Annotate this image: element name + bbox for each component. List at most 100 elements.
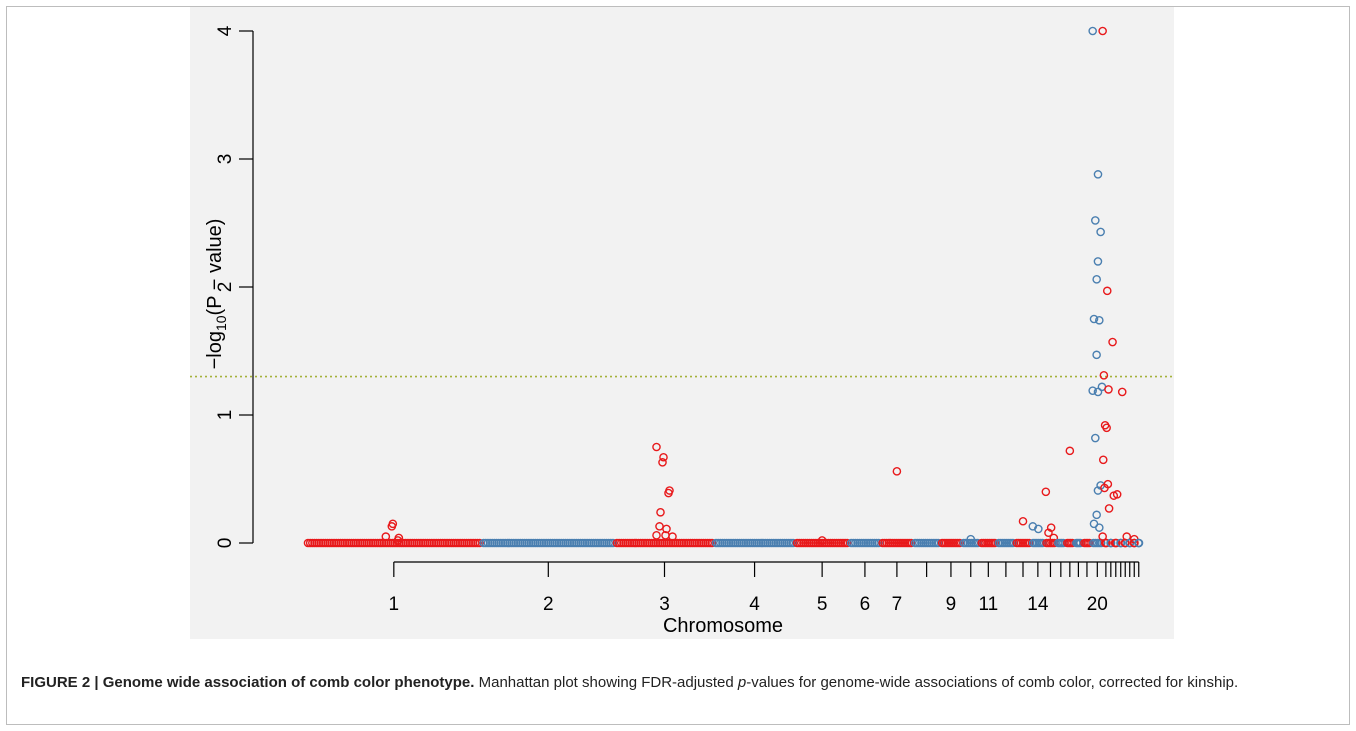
chromosome-18-points — [1072, 538, 1085, 548]
x-tick-label: 6 — [860, 594, 871, 615]
chromosome-13-points — [1012, 516, 1034, 548]
x-tick-label: 7 — [892, 594, 903, 615]
snp-point — [652, 531, 661, 540]
chromosome-7-points — [878, 467, 916, 548]
snp-point — [1049, 533, 1059, 543]
baseline-point — [990, 538, 1000, 548]
chromosome-21-points — [1098, 26, 1114, 548]
baseline-point — [1106, 538, 1116, 548]
snp-point — [1095, 315, 1104, 325]
snp-point — [652, 442, 661, 452]
x-tick-label: 1 — [389, 594, 400, 615]
x-tick-label: 14 — [1027, 594, 1049, 615]
snp-point — [1117, 387, 1127, 397]
figure-frame: 0 1 2 3 4 1 2 3 4 5 6 7 9 11 14 20 Chromosome −log10(P … — [6, 6, 1350, 725]
snp-point — [659, 452, 668, 462]
axis-ticks — [239, 30, 1140, 577]
baseline-point — [1116, 538, 1126, 548]
x-axis-title: Chromosome — [663, 615, 783, 637]
chromosome-12-points — [994, 538, 1018, 548]
y-tick-label: 4 — [215, 25, 236, 36]
figure-caption: FIGURE 2 | Genome wide association of co… — [21, 672, 1321, 693]
chromosome-25-points — [1117, 387, 1132, 548]
chromosome-10-points — [959, 534, 983, 548]
axis-labels: 0 1 2 3 4 1 2 3 4 5 6 7 9 11 14 20 — [215, 25, 1108, 615]
chromosome-8-points — [910, 538, 943, 548]
snp-point — [387, 522, 397, 531]
chromosome-22-points — [1106, 538, 1116, 548]
y-axis-title: −log10(P − value) — [204, 219, 229, 370]
snp-point — [1102, 423, 1111, 433]
snp-point — [668, 532, 677, 541]
chromosome-23-points — [1108, 337, 1122, 548]
y-tick-label: 0 — [215, 538, 236, 549]
x-tick-label: 9 — [946, 594, 957, 615]
baseline-point — [842, 538, 852, 548]
chromosome-2-points — [479, 538, 618, 548]
baseline-point — [906, 538, 916, 548]
x-tick-label: 5 — [817, 594, 828, 615]
snp-point — [664, 488, 673, 498]
snp-point — [1088, 386, 1097, 395]
snp-point — [393, 536, 403, 545]
snp-point — [1109, 491, 1119, 500]
chromosome-24-points — [1116, 538, 1126, 548]
snp-point — [1102, 286, 1112, 296]
snp-point — [656, 507, 665, 517]
snp-point — [1093, 170, 1103, 179]
snp-point — [1093, 387, 1103, 397]
snp-point — [1091, 216, 1100, 225]
snp-point — [1098, 532, 1107, 541]
baseline-point — [608, 538, 618, 548]
baseline-point — [788, 538, 798, 548]
baseline-point — [1112, 538, 1121, 548]
manhattan-plot: 0 1 2 3 4 1 2 3 4 5 6 7 9 11 14 20 Chromosome −log10(P … — [190, 7, 1174, 639]
snp-point — [658, 458, 667, 467]
y-axis-title-subscript: 10 — [213, 315, 229, 331]
snp-point — [1018, 516, 1028, 526]
y-tick-label: 1 — [215, 410, 236, 421]
caption-italic: p — [737, 674, 747, 691]
baseline-point — [1130, 538, 1139, 548]
snp-point — [817, 536, 827, 545]
caption-lead: FIGURE 2 | Genome wide association of co… — [21, 674, 475, 691]
snp-point — [1099, 371, 1109, 380]
snp-point — [1098, 26, 1107, 36]
snp-point — [1092, 275, 1101, 284]
chromosome-9-points — [937, 538, 965, 548]
snp-point — [1034, 524, 1043, 534]
snp-point — [1093, 257, 1103, 266]
snp-point — [1104, 385, 1113, 394]
snp-point — [1104, 504, 1114, 513]
chromosome-3-points — [612, 442, 717, 548]
baseline-point — [1008, 538, 1018, 548]
chromosome-5-points — [792, 536, 852, 548]
x-tick-label: 2 — [543, 594, 554, 615]
y-axis-title-suffix: (P − value) — [204, 219, 226, 316]
plot-panel-background — [190, 7, 1174, 639]
snp-point — [1088, 26, 1097, 36]
snp-point — [1098, 455, 1108, 465]
snp-point — [381, 532, 391, 541]
chromosome-4-points — [711, 538, 798, 548]
data-points — [303, 26, 1144, 548]
baseline-point — [475, 538, 484, 548]
y-tick-label: 3 — [215, 154, 236, 165]
baseline-point — [1134, 538, 1144, 548]
x-tick-label: 4 — [749, 594, 760, 615]
chromosome-14-points — [1028, 522, 1047, 548]
chromosome-28-points — [1134, 538, 1144, 548]
chromosome-1-points — [303, 519, 484, 548]
x-tick-label: 20 — [1087, 594, 1108, 615]
snp-point — [1065, 446, 1075, 456]
chromosome-11-points — [977, 538, 1000, 548]
baseline-point — [874, 538, 883, 548]
x-tick-label: 11 — [978, 594, 998, 615]
chromosome-6-points — [846, 538, 883, 548]
x-tick-label: 3 — [659, 594, 670, 615]
y-axis-title-prefix: −log — [204, 331, 226, 369]
baseline-point — [955, 538, 965, 548]
snp-point — [1108, 337, 1117, 347]
snp-point — [1100, 483, 1109, 493]
snp-point — [1044, 528, 1053, 538]
